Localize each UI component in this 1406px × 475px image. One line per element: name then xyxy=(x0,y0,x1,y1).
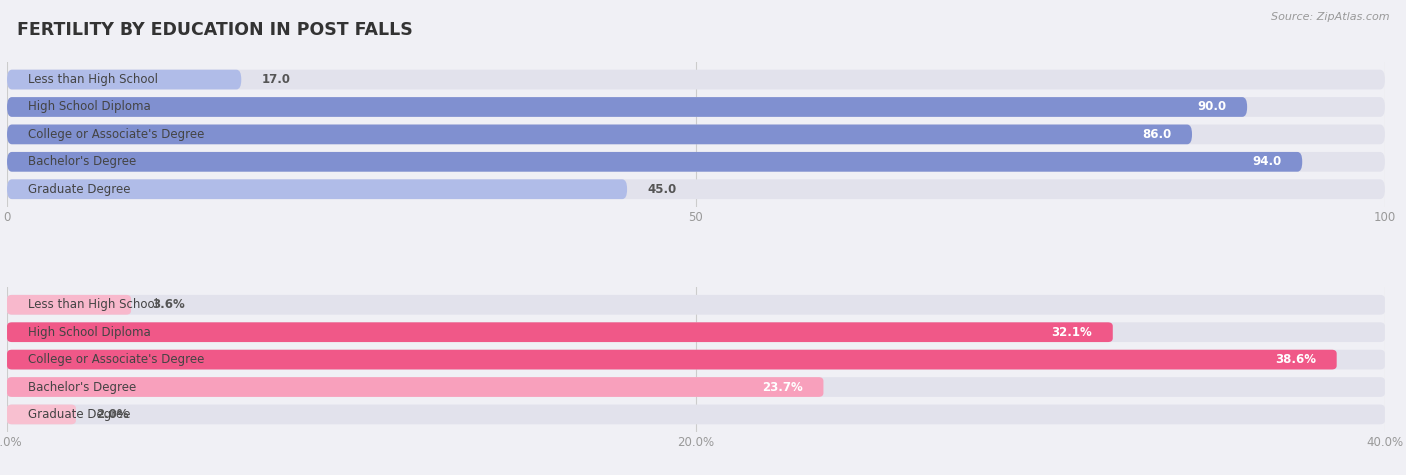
Text: 86.0: 86.0 xyxy=(1142,128,1171,141)
FancyBboxPatch shape xyxy=(7,124,1385,144)
Text: 32.1%: 32.1% xyxy=(1052,326,1092,339)
FancyBboxPatch shape xyxy=(7,124,1192,144)
FancyBboxPatch shape xyxy=(7,180,1385,199)
FancyBboxPatch shape xyxy=(7,97,1247,117)
FancyBboxPatch shape xyxy=(7,323,1385,342)
Text: College or Associate's Degree: College or Associate's Degree xyxy=(28,128,204,141)
Text: Bachelor's Degree: Bachelor's Degree xyxy=(28,155,136,168)
FancyBboxPatch shape xyxy=(7,405,1385,424)
Text: Source: ZipAtlas.com: Source: ZipAtlas.com xyxy=(1271,12,1389,22)
FancyBboxPatch shape xyxy=(7,152,1302,171)
FancyBboxPatch shape xyxy=(7,180,627,199)
Text: 90.0: 90.0 xyxy=(1198,101,1226,114)
Text: 45.0: 45.0 xyxy=(648,183,678,196)
FancyBboxPatch shape xyxy=(7,152,1385,171)
FancyBboxPatch shape xyxy=(7,350,1385,370)
Text: FERTILITY BY EDUCATION IN POST FALLS: FERTILITY BY EDUCATION IN POST FALLS xyxy=(17,21,412,39)
Text: Less than High School: Less than High School xyxy=(28,298,157,311)
Text: Less than High School: Less than High School xyxy=(28,73,157,86)
Text: Graduate Degree: Graduate Degree xyxy=(28,183,131,196)
FancyBboxPatch shape xyxy=(7,377,1385,397)
FancyBboxPatch shape xyxy=(7,70,1385,89)
Text: High School Diploma: High School Diploma xyxy=(28,326,150,339)
FancyBboxPatch shape xyxy=(7,295,1385,314)
Text: College or Associate's Degree: College or Associate's Degree xyxy=(28,353,204,366)
FancyBboxPatch shape xyxy=(7,405,76,424)
FancyBboxPatch shape xyxy=(7,323,1112,342)
FancyBboxPatch shape xyxy=(7,70,242,89)
Text: 3.6%: 3.6% xyxy=(152,298,184,311)
Text: High School Diploma: High School Diploma xyxy=(28,101,150,114)
Text: Graduate Degree: Graduate Degree xyxy=(28,408,131,421)
FancyBboxPatch shape xyxy=(7,97,1385,117)
FancyBboxPatch shape xyxy=(7,350,1337,370)
Text: 94.0: 94.0 xyxy=(1253,155,1282,168)
Text: Bachelor's Degree: Bachelor's Degree xyxy=(28,380,136,393)
Text: 17.0: 17.0 xyxy=(262,73,291,86)
Text: 23.7%: 23.7% xyxy=(762,380,803,393)
Text: 38.6%: 38.6% xyxy=(1275,353,1316,366)
Text: 2.0%: 2.0% xyxy=(97,408,129,421)
FancyBboxPatch shape xyxy=(7,377,824,397)
FancyBboxPatch shape xyxy=(7,295,131,314)
